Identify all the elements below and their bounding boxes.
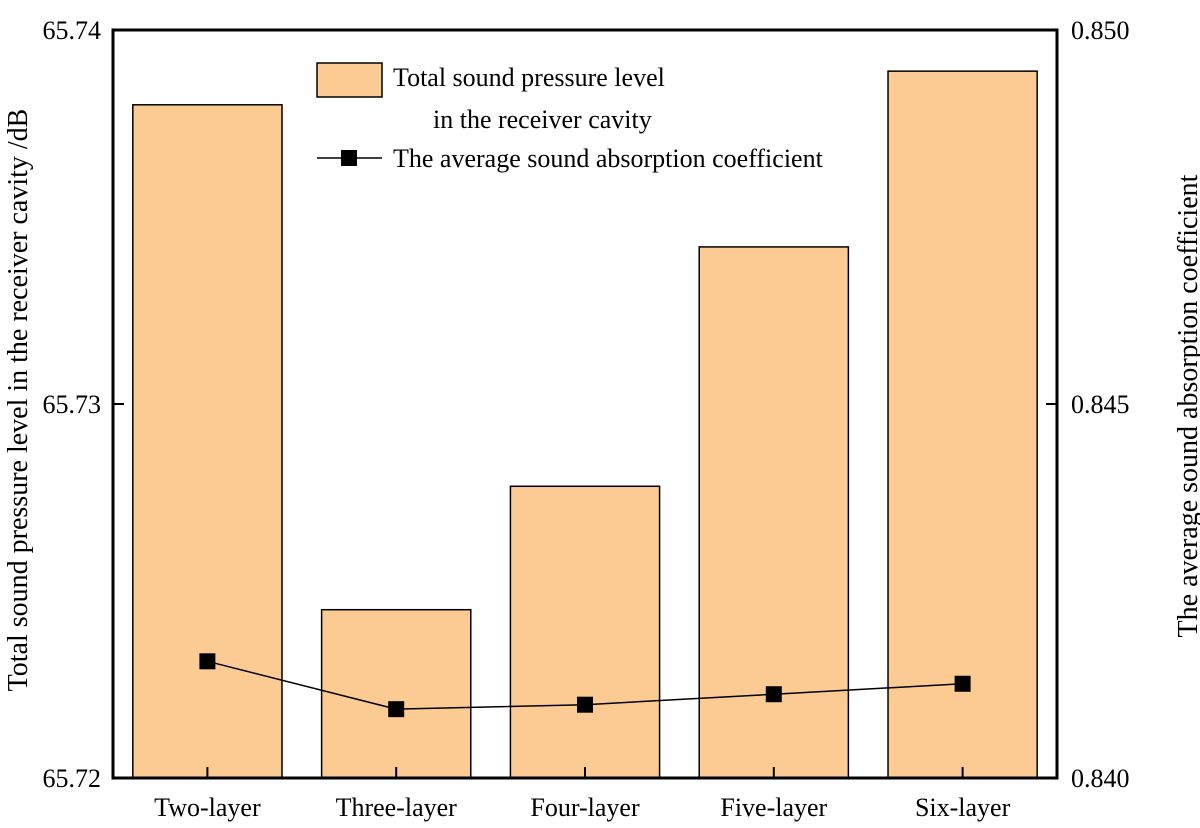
left-tick-label: 65.74 [43,16,102,45]
ticks-group: 65.72 65.73 65.74 0.840 0.845 0.850 Two-layer T… [43,16,1130,822]
axis-titles: Total sound pressure level in the receiv… [3,109,1200,692]
right-tick-label: 0.850 [1071,16,1130,45]
legend-line-label: The average sound absorption coefficient [393,144,824,173]
bar-four-layer [509,485,661,779]
line-series-group [199,653,971,718]
marker-five-layer [765,686,782,703]
right-tick-label: 0.845 [1071,390,1130,419]
left-tick-label: 65.73 [43,390,102,419]
x-tick-label: Five-layer [720,793,827,822]
marker-two-layer [199,653,216,670]
legend-bar-swatch [316,62,383,98]
bars-group [132,70,1038,779]
legend: Total sound pressure level in the receive… [316,62,824,173]
x-tick-label: Three-layer [336,793,458,822]
x-tick-label: Six-layer [915,793,1011,822]
bar-two-layer [132,104,283,779]
y2-axis-title: The average sound absorption coefficient [1173,174,1200,637]
y-axis-title: Total sound pressure level in the receiv… [3,109,34,692]
x-tick-label: Two-layer [154,793,261,822]
marker-four-layer [577,696,593,713]
legend-marker-swatch [341,150,357,166]
legend-bar-label-line1: Total sound pressure level [393,63,665,92]
bar-six-layer [887,70,1038,779]
left-tick-label: 65.72 [43,764,102,793]
marker-three-layer [388,701,405,718]
x-tick-label: Four-layer [530,793,640,822]
marker-six-layer [954,675,971,692]
bar-three-layer [320,608,472,779]
legend-bar-label-line2: in the receiver cavity [433,105,652,134]
right-tick-label: 0.840 [1071,764,1130,793]
